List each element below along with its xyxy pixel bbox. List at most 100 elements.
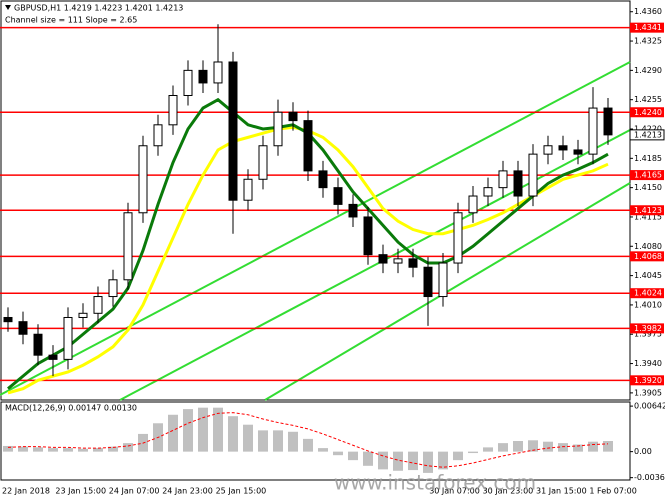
macd-bar (453, 451, 463, 461)
y-tick-label: 1.4255 (634, 95, 662, 104)
level-label-box (630, 107, 664, 118)
macd-bar (393, 451, 403, 471)
candle-body (213, 61, 223, 84)
macd-bar (378, 451, 388, 470)
level-label-box (630, 170, 664, 181)
candle-body (108, 279, 118, 298)
level-label-box (630, 288, 664, 299)
candle-body (438, 262, 448, 298)
candle-body (258, 145, 268, 180)
current-price-box (629, 129, 665, 141)
macd-bar (468, 451, 478, 454)
x-tick-label: 31 Jan 15:00 (536, 487, 587, 496)
candle-body (273, 111, 283, 147)
candle-body (498, 170, 508, 189)
level-label: 1.3920 (634, 376, 662, 385)
y-tick-label: 1.4220 (634, 125, 662, 134)
level-label: 1.3982 (634, 324, 662, 333)
macd-bar (63, 448, 73, 452)
macd-tick-label: -0.00367 (634, 473, 665, 482)
macd-frame (0, 401, 631, 481)
x-tick-label: 1 Feb 07:00 (589, 487, 636, 496)
macd-bar (18, 446, 28, 452)
level-label: 1.4165 (634, 171, 662, 180)
candle-body (198, 69, 208, 84)
macd-bar (243, 424, 253, 452)
x-tick-label: 25 Jan 15:00 (216, 487, 267, 496)
level-label-box (630, 375, 664, 386)
candle-body (573, 149, 583, 155)
level-label-box (630, 323, 664, 334)
level-label-box (630, 22, 664, 33)
y-tick-label: 1.4080 (634, 242, 662, 251)
macd-signal (7, 412, 609, 468)
candle-body (303, 120, 313, 172)
channel-line (0, 61, 631, 396)
candle-body (318, 170, 328, 189)
candle-body (153, 124, 163, 147)
candle-body (393, 258, 403, 264)
y-tick-label: 1.4045 (634, 271, 662, 280)
macd-bar (438, 451, 448, 470)
y-tick-label: 1.4115 (634, 212, 662, 221)
candle-body (558, 145, 568, 151)
macd-bar (213, 407, 223, 452)
macd-bar (123, 443, 133, 452)
macd-bar (558, 443, 568, 452)
candle-body (423, 266, 433, 298)
macd-tick-label: 0.00 (634, 447, 652, 456)
candle-body (123, 212, 133, 281)
candle-body (243, 178, 253, 201)
macd-bar (333, 451, 343, 456)
candle-body (93, 296, 103, 314)
macd-tick-label: 0.00642 (634, 402, 665, 411)
x-tick-label: 23 Jan 15:00 (55, 487, 106, 496)
level-label-box (630, 205, 664, 216)
candle-body (183, 69, 193, 96)
candle-body (543, 145, 553, 155)
candle-body (483, 187, 493, 197)
candle-body (408, 258, 418, 268)
candle-body (138, 145, 148, 214)
macd-bar (408, 451, 418, 471)
x-tick-label: 24 Jan 07:00 (109, 487, 160, 496)
candle-body (603, 107, 613, 136)
candle-body (33, 333, 43, 356)
candle-body (378, 254, 388, 264)
candle-body (348, 203, 358, 218)
x-tick-label: 24 Jan 23:00 (162, 487, 213, 496)
chart-subtitle: Channel size = 111 Slope = 2.65 (5, 16, 137, 25)
current-price-label: 1.4213 (634, 130, 662, 139)
y-tick-label: 1.4360 (634, 7, 662, 16)
macd-bar (258, 430, 268, 452)
y-tick-label: 1.4325 (634, 37, 662, 46)
macd-bar (228, 416, 238, 452)
macd-bar (3, 445, 13, 452)
y-tick-label: 1.4010 (634, 300, 662, 309)
candle-body (63, 316, 73, 360)
x-tick-label: 30 Jan 23:00 (483, 487, 534, 496)
level-label: 1.4024 (634, 289, 662, 298)
macd-bar (303, 438, 313, 452)
candle-body (513, 170, 523, 197)
macd-bar (528, 440, 538, 452)
macd-bar (483, 447, 493, 452)
candle-body (18, 321, 28, 335)
macd-bar (423, 451, 433, 473)
candle-body (468, 195, 478, 214)
candle-body (3, 316, 13, 323)
y-tick-label: 1.4185 (634, 154, 662, 163)
level-label: 1.4341 (634, 23, 662, 32)
macd-bar (183, 409, 193, 452)
candle-body (168, 94, 178, 126)
level-label: 1.4068 (634, 252, 662, 261)
macd-title: MACD(12,26,9) 0.00147 0.00130 (5, 404, 137, 413)
y-tick-label: 1.4150 (634, 183, 662, 192)
macd-bar (363, 451, 373, 466)
macd-bar (198, 407, 208, 452)
macd-bar (288, 431, 298, 452)
y-tick-label: 1.3905 (634, 388, 662, 397)
macd-bar (168, 414, 178, 452)
y-tick-label: 1.3940 (634, 359, 662, 368)
